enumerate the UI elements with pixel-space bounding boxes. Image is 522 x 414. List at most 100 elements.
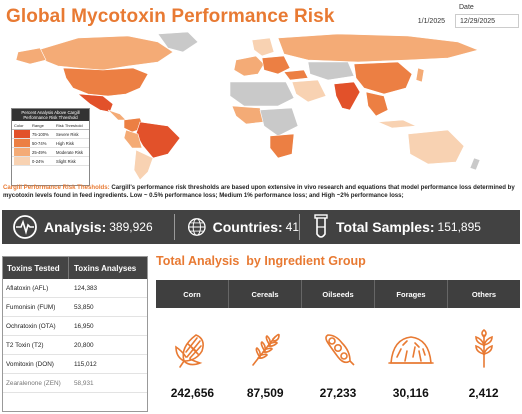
legend-columns: Color Range Risk Threshold — [12, 121, 89, 130]
legend-range: 75-100% — [32, 131, 49, 137]
page-title: Global Mycotoxin Performance Risk — [6, 6, 335, 27]
date-from-input[interactable]: 1/1/2025 — [417, 17, 445, 25]
date-to-input[interactable]: 12/29/2025 — [455, 14, 519, 28]
legend-risk: High Risk — [56, 140, 74, 146]
legend-col-range: Range — [32, 123, 44, 128]
toxins-col-name[interactable]: Toxins Tested — [3, 257, 69, 279]
ingredient-groups: Corn Cereals Oilseeds Forages Others — [156, 280, 520, 414]
stat-countries: Countries: 41 — [175, 210, 299, 244]
table-row[interactable]: Aflatoxin (AFL) 124,383 — [3, 279, 147, 298]
group-value-others: 2,412 — [468, 386, 499, 400]
stat-analysis: Analysis: 389,926 — [2, 210, 174, 244]
toxin-name: Aflatoxin (AFL) — [6, 284, 49, 292]
legend-range: 0-24% — [32, 158, 45, 164]
groups-icons — [156, 316, 520, 382]
date-label: Date — [459, 4, 474, 11]
map-region-scandinavia[interactable] — [251, 37, 275, 57]
legend-swatch-slight — [14, 157, 30, 165]
analysis-label: Analysis: — [44, 219, 107, 235]
table-row[interactable]: Fumonisin (FUM) 53,850 — [3, 298, 147, 317]
legend-swatch-high — [14, 139, 30, 147]
map-region-turkey[interactable] — [283, 69, 309, 81]
toxin-value: 115,012 — [74, 360, 97, 368]
legend-row: 0-24% Slight Risk — [12, 157, 89, 166]
map-region-indonesia[interactable] — [377, 119, 418, 129]
group-label-others[interactable]: Others — [471, 289, 497, 299]
legend-swatch-moderate — [14, 148, 30, 156]
legend-row: 25-49% Moderate Risk — [12, 148, 89, 157]
map-region-west-africa[interactable] — [231, 105, 265, 125]
world-map[interactable] — [8, 30, 508, 182]
groups-header: Corn Cereals Oilseeds Forages Others — [156, 280, 520, 308]
analysis-value: 389,926 — [109, 220, 153, 234]
table-row[interactable]: Vomitoxin (DON) 115,012 — [3, 355, 147, 374]
group-label-oilseeds[interactable]: Oilseeds — [302, 280, 375, 308]
legend-col-risk: Risk Threshold — [56, 123, 83, 128]
sprout-icon — [474, 328, 493, 368]
threshold-lead: Cargill Performance Risk Thesholds: — [3, 184, 110, 191]
map-region-southeast-asia[interactable] — [365, 91, 389, 117]
map-region-canada[interactable] — [37, 35, 174, 71]
toxin-name: Fumonisin (FUM) — [6, 303, 56, 311]
legend-range: 25-49% — [32, 149, 47, 155]
soybean-icon — [325, 334, 355, 366]
map-region-south-africa[interactable] — [269, 133, 295, 159]
legend-title: Percent Analysis Above Cargill Performan… — [12, 109, 89, 121]
legend-row: 75-100% Severe Risk — [12, 130, 89, 139]
map-region-greenland — [157, 31, 199, 53]
divider — [299, 214, 300, 240]
map-region-russia[interactable] — [277, 33, 479, 63]
legend-swatch-severe — [14, 130, 30, 138]
toxins-col-analyses[interactable]: Toxins Analyses — [74, 263, 137, 273]
toxin-name: Ochratoxin (OTA) — [6, 322, 56, 330]
table-row[interactable]: Ochratoxin (OTA) 16,950 — [3, 317, 147, 336]
group-label-cereals[interactable]: Cereals — [229, 280, 302, 308]
toxin-name: T2 Toxin (T2) — [6, 341, 44, 349]
legend-risk: Slight Risk — [56, 158, 76, 164]
countries-value: 41 — [285, 220, 299, 234]
toxin-value: 20,800 — [74, 341, 94, 349]
map-region-europe-west[interactable] — [233, 55, 265, 77]
threshold-text: Cargill's performance risk thresholds ar… — [3, 184, 515, 199]
map-region-china[interactable] — [353, 61, 413, 95]
map-region-central-asia — [307, 61, 355, 81]
stat-samples: Total Samples: 151,895 — [300, 210, 520, 244]
map-region-alaska[interactable] — [15, 47, 47, 65]
table-row[interactable]: Zearalenone (ZEN) 58,931 — [3, 374, 147, 393]
legend-risk: Moderate Risk — [56, 149, 83, 155]
toxin-value: 124,383 — [74, 284, 98, 292]
countries-label: Countries: — [212, 219, 283, 235]
group-value-oilseeds: 27,233 — [319, 386, 357, 400]
map-region-japan[interactable] — [415, 67, 425, 83]
map-region-central-america[interactable] — [107, 109, 127, 121]
map-region-india[interactable] — [333, 81, 361, 111]
map-region-argentina[interactable] — [133, 149, 154, 181]
pulse-icon — [13, 215, 37, 239]
stats-bar: Analysis: 389,926 Countries: 41 Total Sa… — [2, 210, 520, 244]
group-value-forages: 30,116 — [392, 386, 429, 400]
groups-values: 242,656 87,509 27,233 30,116 2,412 — [156, 386, 520, 400]
groups-title: Total Analysis by Ingredient Group — [156, 254, 366, 268]
toxins-table: Toxins Tested Toxins Analyses Aflatoxin … — [2, 256, 148, 412]
threshold-note: Cargill Performance Risk Thesholds: Carg… — [3, 184, 518, 200]
map-region-brazil[interactable] — [135, 121, 181, 159]
table-row[interactable]: T2 Toxin (T2) 20,800 — [3, 336, 147, 355]
toxin-value: 53,850 — [74, 303, 94, 311]
toxins-table-header: Toxins Tested Toxins Analyses — [3, 257, 147, 279]
legend-row: 50-74% High Risk — [12, 139, 89, 148]
test-tube-icon — [314, 214, 328, 238]
legend-range: 50-74% — [32, 140, 47, 146]
group-label-corn[interactable]: Corn — [156, 280, 229, 308]
globe-icon — [187, 218, 206, 236]
map-region-europe-east[interactable] — [261, 55, 291, 75]
risk-legend: Percent Analysis Above Cargill Performan… — [11, 108, 90, 186]
map-region-usa[interactable] — [62, 67, 149, 97]
map-region-middle-east[interactable] — [291, 79, 327, 103]
map-region-new-zealand — [469, 157, 481, 171]
map-region-australia[interactable] — [407, 129, 465, 165]
legend-risk: Severe Risk — [56, 131, 79, 137]
group-label-forages[interactable]: Forages — [375, 280, 448, 308]
map-region-peru[interactable] — [123, 129, 143, 149]
toxin-value: 58,931 — [74, 379, 94, 387]
